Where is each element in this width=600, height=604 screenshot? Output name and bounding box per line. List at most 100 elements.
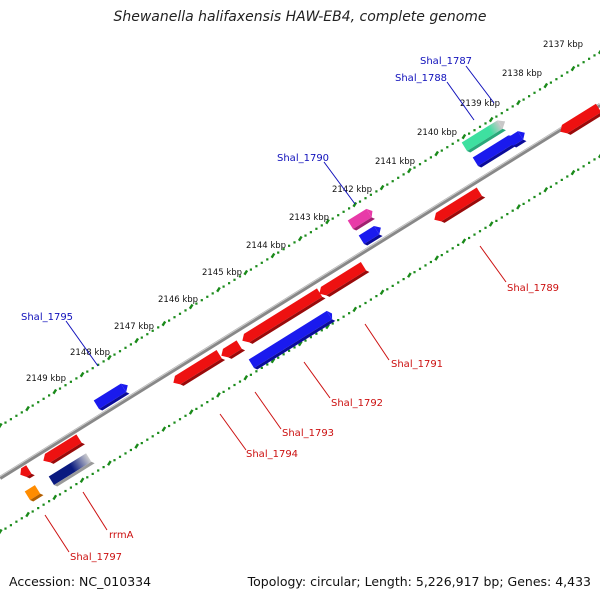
forward-strand-genes [48, 117, 529, 487]
lower-tick [331, 322, 334, 325]
upper-tick [211, 292, 214, 295]
upper-tick [522, 98, 525, 101]
lower-tick [528, 199, 531, 202]
gene-shal-1790[interactable] [347, 207, 377, 232]
gene-shal-1795[interactable] [93, 381, 132, 412]
lower-tick [124, 452, 127, 455]
upper-tick [75, 377, 78, 380]
gene-shal-1788b[interactable] [507, 129, 529, 149]
upper-tick [570, 65, 576, 72]
upper-tick [200, 299, 203, 302]
upper-tick [243, 269, 249, 276]
upper-tick [15, 414, 18, 417]
tick-label-2143: 2143 kbp [289, 213, 329, 223]
upper-tick [206, 295, 209, 298]
lower-tick [424, 264, 427, 267]
label-shal-1795: Shal_1795 [21, 312, 73, 323]
upper-tick [140, 336, 143, 339]
gene-shal-1792[interactable] [248, 309, 337, 370]
upper-tick [107, 354, 112, 361]
lower-tick [161, 426, 167, 432]
lower-tick [9, 524, 12, 527]
lower-tick [304, 339, 307, 342]
gene-shal-1789[interactable] [432, 186, 486, 226]
lower-tick [0, 528, 3, 535]
lower-tick [391, 284, 394, 287]
lower-tick [86, 476, 89, 479]
gene-navy-fade[interactable] [48, 452, 95, 487]
lower-tick [216, 392, 221, 398]
reverse-leaders [44, 245, 507, 553]
forward-leaders [65, 65, 495, 367]
lower-tick [91, 472, 94, 475]
upper-tick [79, 371, 85, 378]
lower-tick [358, 305, 362, 308]
upper-tick [451, 142, 454, 145]
upper-tick [549, 81, 552, 84]
gene-far-right[interactable] [558, 103, 600, 139]
lower-tick [386, 288, 389, 291]
gene-shal-1794[interactable] [171, 349, 226, 390]
upper-tick [429, 156, 432, 159]
gene-shal-1790b[interactable] [358, 223, 385, 246]
lower-tick [266, 363, 269, 366]
lower-tick [577, 168, 580, 171]
gene-rrma[interactable] [41, 433, 85, 467]
upper-tick [4, 421, 7, 424]
lower-tick [429, 260, 432, 264]
gene-shal-1787[interactable] [461, 117, 510, 153]
accession-text: Accession: NC_010334 [9, 574, 152, 589]
label-rrma: rrmA [109, 530, 134, 541]
label-shal-1793: Shal_1793 [282, 428, 334, 439]
lower-tick [297, 340, 303, 347]
lower-tick [500, 216, 503, 219]
label-shal-1787: Shal_1787 [420, 56, 472, 67]
upper-tick [288, 244, 291, 247]
upper-tick [495, 115, 498, 118]
upper-tick [434, 150, 440, 157]
gene-shal-1797[interactable] [18, 464, 35, 481]
lower-tick [522, 202, 525, 205]
upper-tick [478, 125, 482, 128]
lower-tick [397, 281, 400, 284]
upper-tick [457, 139, 460, 142]
lower-tick [140, 442, 143, 445]
gene-shal-1793[interactable] [240, 287, 326, 347]
gene-rna-orange[interactable] [24, 484, 44, 502]
lower-tick [200, 404, 203, 407]
upper-tick [588, 57, 591, 60]
lower-tick [495, 219, 498, 222]
gene-shal-1791[interactable] [317, 261, 370, 301]
reverse-strand-genes [18, 103, 600, 502]
lower-tick [4, 527, 7, 530]
lower-tick [233, 383, 236, 387]
tick-label-2146: 2146 kbp [158, 295, 198, 305]
upper-tick [597, 48, 600, 55]
upper-tick [86, 370, 89, 373]
lower-tick [348, 312, 351, 315]
lower-tick [533, 195, 536, 199]
lower-tick [288, 349, 291, 352]
lower-tick [309, 336, 312, 339]
upper-tick [168, 319, 171, 322]
upper-tick [277, 251, 280, 254]
upper-tick [320, 224, 323, 227]
genome-backbone-highlight [0, 103, 600, 477]
lower-tick [270, 357, 276, 364]
upper-tick [468, 132, 471, 135]
lower-tick [364, 301, 367, 305]
gene-shal-1793b[interactable] [219, 339, 246, 362]
lower-tick [243, 375, 249, 381]
upper-tick [157, 326, 160, 329]
upper-tick [52, 388, 58, 395]
lower-tick [516, 204, 521, 210]
lower-tick [484, 226, 487, 229]
lower-tick [238, 380, 242, 383]
upper-tick [484, 122, 487, 125]
lower-tick [79, 477, 85, 484]
upper-tick [397, 176, 400, 179]
upper-tick [440, 149, 443, 152]
upper-tick [418, 163, 422, 166]
upper-tick [228, 282, 231, 285]
lower-tick [457, 243, 460, 246]
